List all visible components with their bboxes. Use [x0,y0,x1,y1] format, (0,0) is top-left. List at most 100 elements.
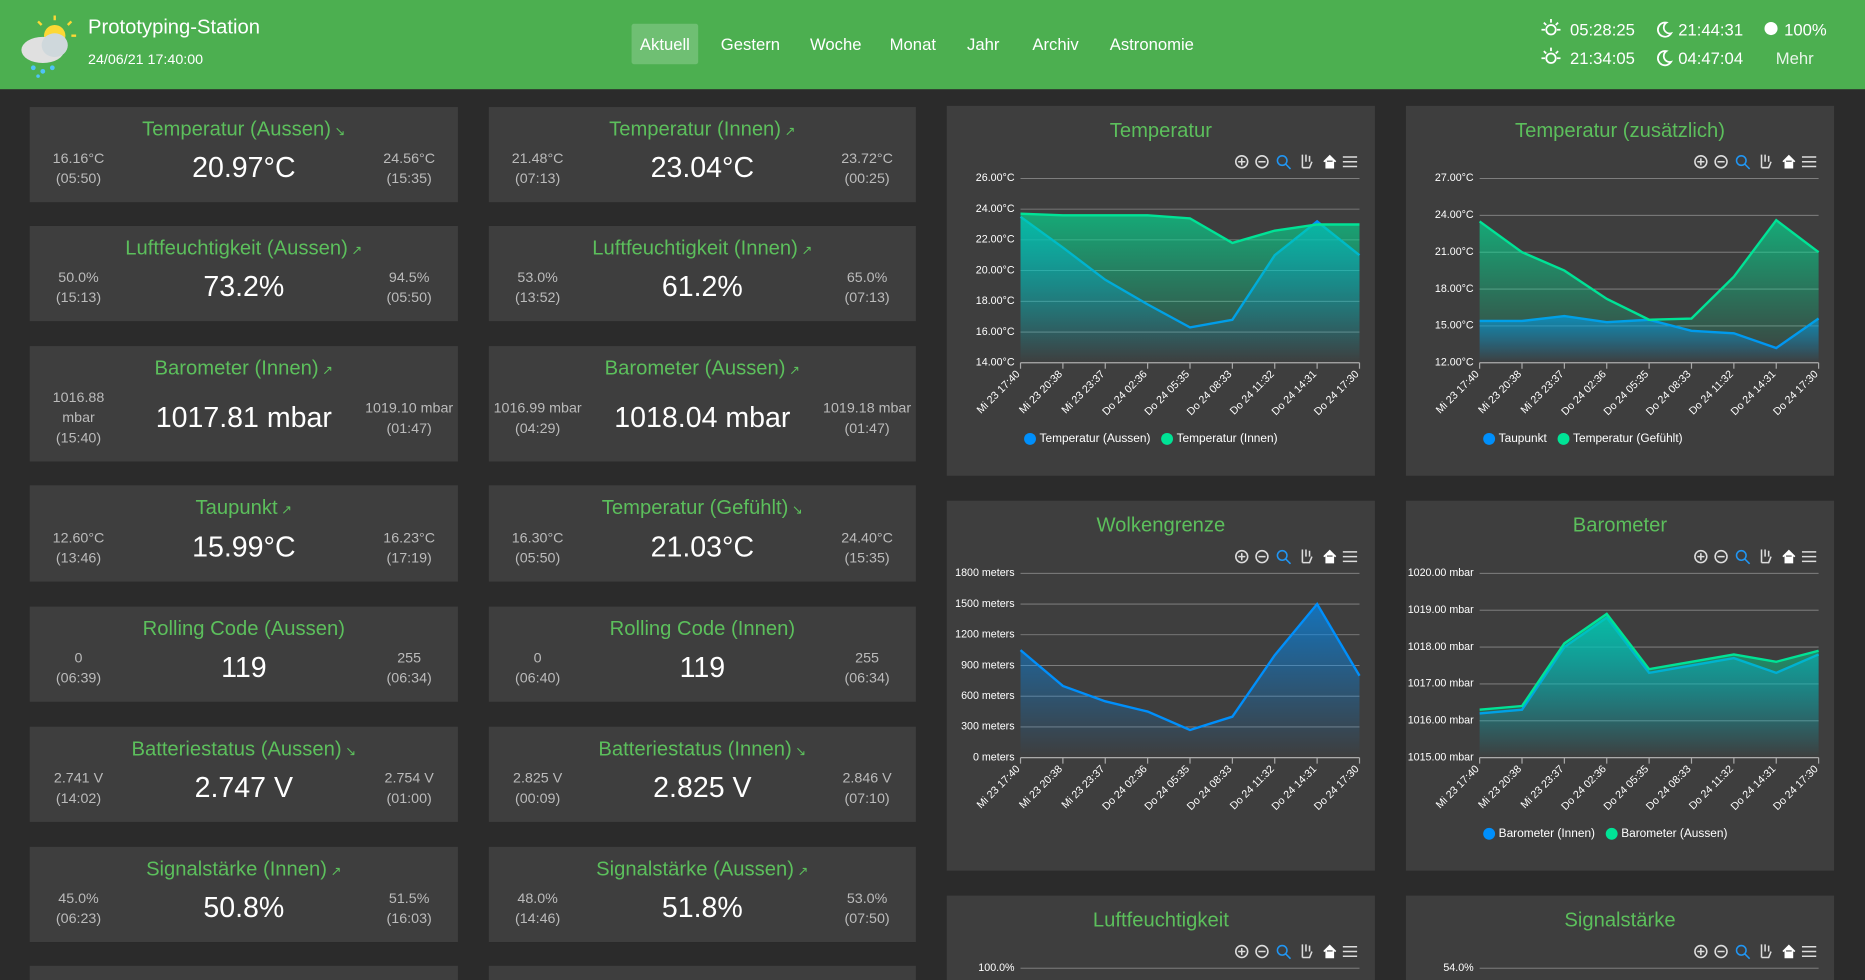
more-link[interactable]: Mehr [1775,48,1814,68]
menu-icon[interactable] [1801,945,1817,958]
x-tick-label: Mi 23 17:40 [1434,763,1482,811]
trend-arrow: ↘ [795,744,807,759]
zoom-select-icon[interactable] [1735,549,1751,565]
menu-icon[interactable] [1801,551,1817,563]
zoom-select-icon[interactable] [1276,155,1292,170]
card-row: 1016.88 mbar (15:40) 1017.81 mbar 1019.10 m… [30,384,458,452]
card-title: Temperatur (Innen) ↗ [489,118,916,142]
pan-icon[interactable] [1301,944,1313,959]
card-title: Taupunkt ↗ [30,496,458,520]
zoom-in-icon[interactable] [1235,549,1249,564]
stat-card: Taupunkt ↗ 12.60°C (13:46) 15.99°C 16.23°C (17… [29,485,458,582]
nav-item[interactable]: Gestern [720,34,781,54]
pan-icon[interactable] [1760,944,1772,959]
nav-item[interactable]: Aktuell [631,23,699,65]
chart-title: Wolkengrenze [1096,515,1225,537]
area-fill [1479,613,1819,758]
min-value: 21.48°C [511,149,564,167]
chart: Signalstärke 54.0% [1443,910,1819,974]
nav-item[interactable]: Jahr [966,34,1000,54]
reset-icon[interactable] [1323,154,1337,169]
card-title: Temperatur (Aussen) ↘ [30,118,458,142]
card-title-text: Luftfeuchtigkeit (Innen) [592,236,798,260]
zoom-out-icon[interactable] [1255,944,1269,959]
toolbar [1694,154,1817,170]
trend-arrow: ↘ [791,503,803,518]
zoom-out-icon[interactable] [1255,549,1269,564]
nav-item[interactable]: Woche [809,34,862,54]
current-value: 51.8% [661,892,743,925]
zoom-select-icon[interactable] [1276,944,1292,960]
menu-icon[interactable] [1342,156,1358,168]
card-title-text: Barometer (Innen) [154,356,319,380]
zoom-in-icon[interactable] [1235,944,1249,959]
y-tick-label: 1019.00 mbar [1408,604,1474,616]
max-block: 24.56°C (15:35) [360,149,458,189]
zoom-select-icon[interactable] [1276,549,1292,565]
stat-card: Batteriestatus (Innen) ↘ 2.825 V (00:09) 2.8… [488,726,916,822]
area-fill [1479,220,1819,363]
legend-label: Taupunkt [1499,431,1548,445]
chart-card: Luftfeuchtigkeit 100.0% [946,895,1375,980]
menu-icon[interactable] [1342,945,1358,958]
reset-icon[interactable] [1782,549,1796,564]
max-block: 23.72°C (00:25) [818,149,916,189]
max-block: 65.0% (07:13) [818,268,916,308]
zoom-out-icon[interactable] [1714,944,1728,959]
reset-icon[interactable] [1782,944,1796,959]
card-row: 16.30°C (05:50) 21.03°C 24.40°C (15:35) [489,523,916,572]
reset-icon[interactable] [1323,944,1337,959]
min-time: (06:40) [514,669,561,687]
chart: Temperatur (zusätzlich) 12.00°C 15.00°C 18.… [1434,120,1821,445]
sun-icons [1541,19,1561,64]
current-value: 61.2% [661,271,743,304]
min-block: 1016.88 mbar (15:40) [30,388,128,449]
max-value: 65.0% [846,268,888,286]
max-value: 51.5% [388,889,430,907]
pan-icon[interactable] [1760,549,1772,564]
max-block: 255 (06:34) [818,648,916,688]
card-title: Luftfeuchtigkeit (Innen) ↗ [489,237,916,261]
card-title: Batteriestatus (Aussen) ↘ [30,737,458,761]
x-tick-label: Do 24 17:30 [1312,368,1362,418]
max-block: 2.754 V (01:00) [360,768,458,808]
current-value: 50.8% [203,892,285,925]
legend-marker [1557,432,1570,445]
zoom-select-icon[interactable] [1735,944,1751,960]
zoom-out-icon[interactable] [1714,155,1728,169]
min-block: 1016.99 mbar (04:29) [489,398,587,438]
min-block: 45.0% (06:23) [30,888,128,928]
header: Prototyping-Station 24/06/21 17:40:00 05… [0,0,1865,90]
reset-icon[interactable] [1323,549,1337,564]
pan-icon[interactable] [1301,154,1313,169]
y-tick-label: 900 meters [961,659,1014,671]
min-block: 2.741 V (14:02) [30,768,128,808]
menu-icon[interactable] [1342,551,1358,563]
nav-item[interactable]: Archiv [1032,34,1079,54]
zoom-in-icon[interactable] [1235,155,1249,169]
stat-card: Barometer (Aussen) ↗ 1016.99 mbar (04:29) 10… [488,346,916,462]
card-row: 0 (06:39) 119 255 (06:34) [30,645,458,693]
pan-icon[interactable] [1301,549,1313,564]
stat-card: Temperatur (Aussen) ↘ 16.16°C (05:50) 20.97°… [29,107,458,203]
legend-label: Barometer (Innen) [1499,826,1595,840]
min-time: (06:39) [55,669,102,687]
current-value: 2.825 V [653,771,752,805]
zoom-out-icon[interactable] [1255,155,1269,169]
zoom-select-icon[interactable] [1735,155,1751,170]
zoom-in-icon[interactable] [1694,549,1708,564]
zoom-out-icon[interactable] [1714,549,1728,564]
area-fill [1020,213,1360,363]
min-block: 0 (06:40) [489,648,587,688]
max-value: 24.56°C [383,149,436,167]
nav-item[interactable]: Astronomie [1109,34,1194,54]
nav-item[interactable]: Monat [889,34,936,54]
zoom-in-icon[interactable] [1694,155,1708,169]
menu-icon[interactable] [1801,156,1817,168]
pan-icon[interactable] [1760,154,1772,169]
y-tick-label: 15.00°C [1435,320,1474,332]
max-time: (07:13) [844,289,890,306]
reset-icon[interactable] [1782,154,1796,169]
trend-arrow: ↗ [351,243,363,259]
zoom-in-icon[interactable] [1694,944,1708,959]
